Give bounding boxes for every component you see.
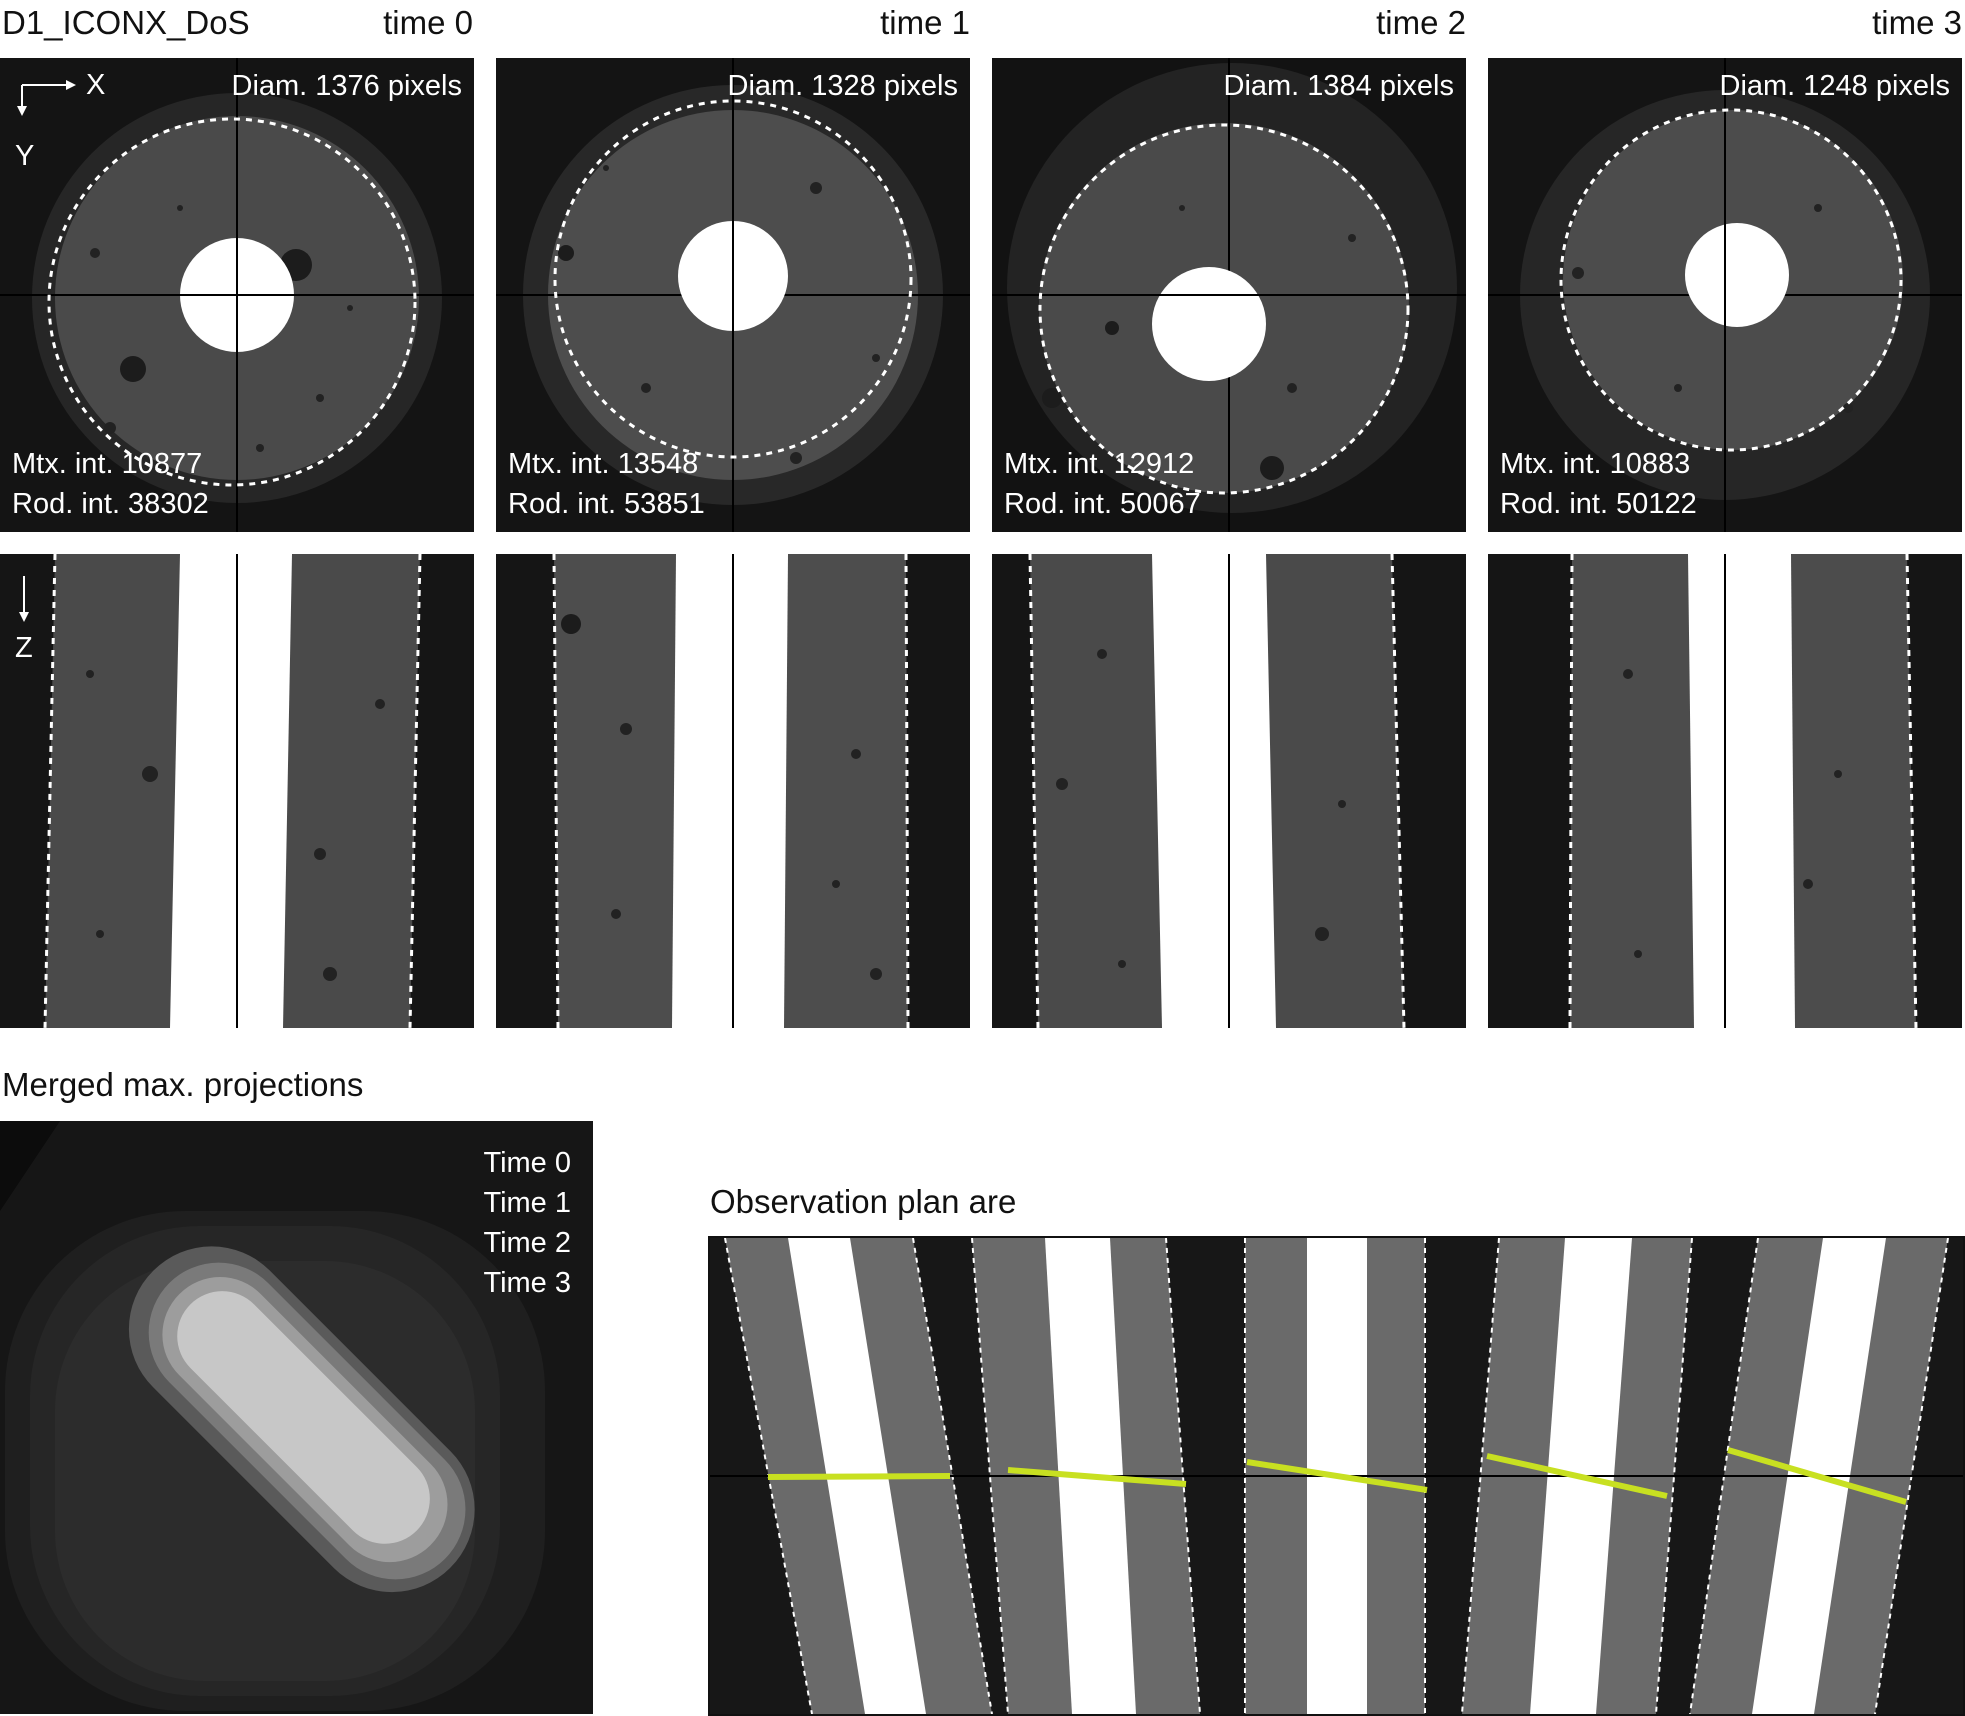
matrix-intensity-label: Mtx. int. 10877 [12,448,203,480]
merged-projection-graphic [0,1121,593,1714]
xy-section-image [1488,58,1962,532]
y-axis-label: Y [15,140,35,172]
figure-title: D1_ICONX_DoS [2,4,250,41]
z-section-image [992,554,1466,1028]
z-section-image [496,554,970,1028]
diameter-label: Diam. 1376 pixels [231,70,463,102]
merged-legend: Time 0 Time 1 Time 2 Time 3 [483,1143,571,1303]
diameter-label: Diam. 1248 pixels [1719,70,1951,102]
rod-intensity-label: Rod. int. 38302 [12,488,209,520]
x-axis-label: X [86,69,106,101]
legend-item: Time 0 [483,1147,571,1179]
z-axis-label: Z [15,632,33,664]
z-section-time0: Z [0,554,474,1028]
observation-title: Observation plan are [710,1183,1017,1220]
rod-intensity-label: Rod. int. 50122 [1500,488,1697,520]
xy-section-image [496,58,970,532]
matrix-intensity-label: Mtx. int. 12912 [1004,448,1195,480]
z-section-time2 [992,554,1466,1028]
merged-title: Merged max. projections [2,1066,364,1103]
observation-plan-graphic [710,1238,1963,1714]
z-section-image [0,554,474,1028]
z-section-time3 [1488,554,1962,1028]
rod-intensity-label: Rod. int. 50067 [1004,488,1201,520]
z-section-time1 [496,554,970,1028]
xy-section-time3: Diam. 1248 pixels Mtx. int. 10883 Rod. i… [1488,58,1962,532]
time-label-1: time 1 [880,4,970,41]
merged-projection-image: Time 0 Time 1 Time 2 Time 3 [0,1121,593,1714]
legend-item: Time 1 [483,1187,571,1219]
z-section-image [1488,554,1962,1028]
xy-section-time1: Diam. 1328 pixels Mtx. int. 13548 Rod. i… [496,58,970,532]
time-label-2: time 2 [1376,4,1466,41]
legend-item: Time 2 [483,1227,571,1259]
legend-item: Time 3 [483,1267,571,1299]
matrix-intensity-label: Mtx. int. 10883 [1500,448,1691,480]
xy-section-image [0,58,474,532]
time-label-3: time 3 [1872,4,1962,41]
time-label-0: time 0 [383,4,473,41]
diameter-label: Diam. 1384 pixels [1223,70,1455,102]
xy-section-image [992,58,1466,532]
observation-plan-diagram [708,1236,1965,1716]
xy-section-time0: X Y Diam. 1376 pixels Mtx. int. 10877 Ro… [0,58,474,532]
rod-intensity-label: Rod. int. 53851 [508,488,705,520]
matrix-intensity-label: Mtx. int. 13548 [508,448,699,480]
xy-section-time2: Diam. 1384 pixels Mtx. int. 12912 Rod. i… [992,58,1466,532]
diameter-label: Diam. 1328 pixels [727,70,959,102]
